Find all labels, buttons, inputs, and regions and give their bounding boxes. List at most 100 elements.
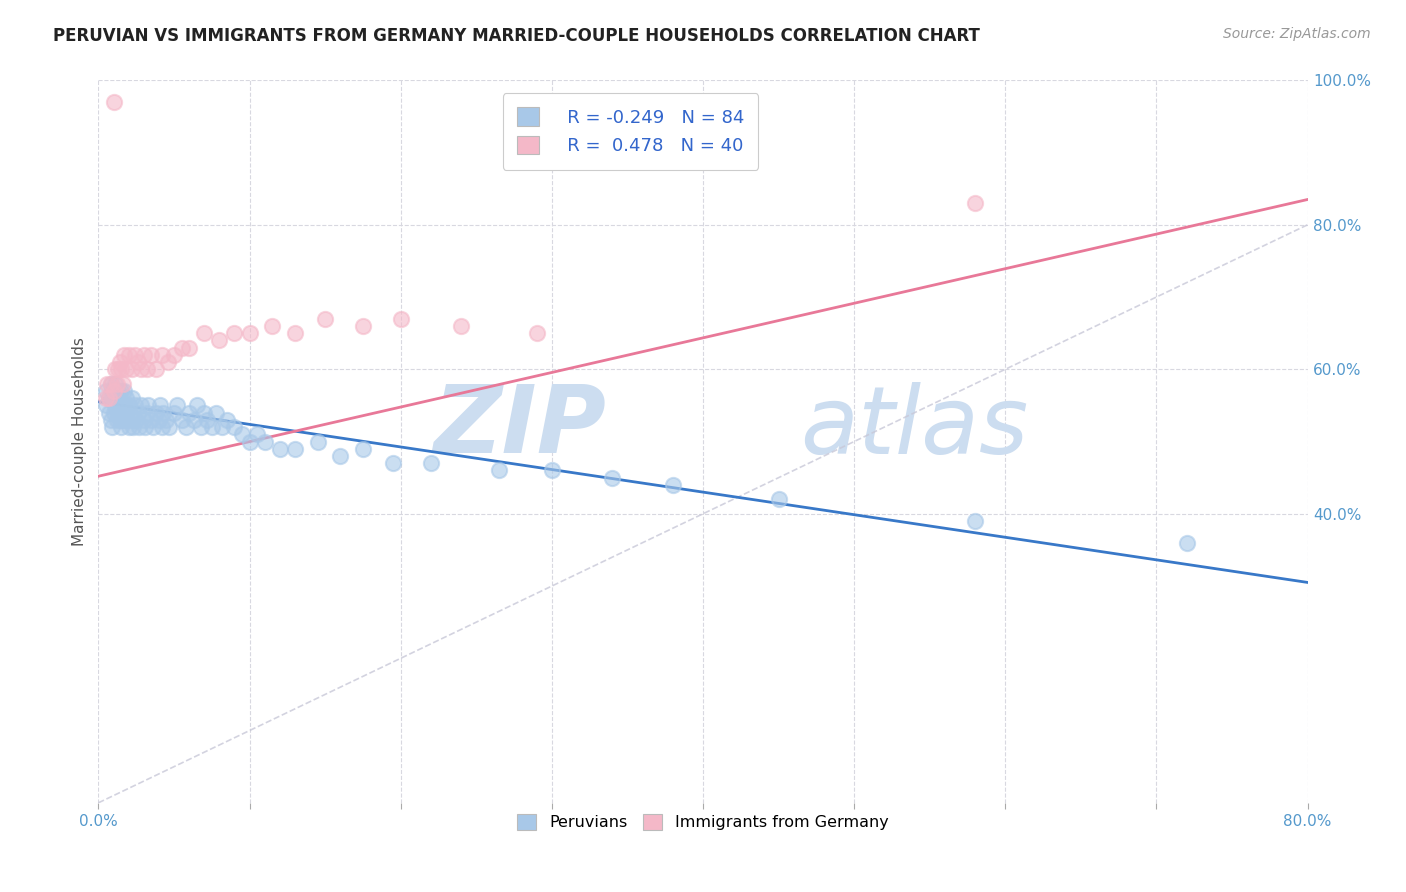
Point xyxy=(179,341,201,355)
Point xyxy=(329,449,352,463)
Point xyxy=(110,420,132,434)
Point xyxy=(389,311,412,326)
Point xyxy=(100,376,122,391)
Point xyxy=(96,376,118,391)
Point xyxy=(163,348,186,362)
Point xyxy=(965,196,987,211)
Point xyxy=(166,398,188,412)
Point xyxy=(98,391,121,405)
Point xyxy=(145,362,167,376)
Point xyxy=(284,326,307,340)
Point xyxy=(141,348,163,362)
Point xyxy=(352,442,374,456)
Point xyxy=(111,413,134,427)
Point xyxy=(382,456,405,470)
Point xyxy=(224,420,246,434)
Point xyxy=(201,420,224,434)
Point xyxy=(105,413,128,427)
Point xyxy=(108,413,131,427)
Point xyxy=(211,420,233,434)
Point xyxy=(132,413,155,427)
Point xyxy=(284,442,307,456)
Point xyxy=(174,420,197,434)
Point xyxy=(208,334,231,348)
Point xyxy=(526,326,548,340)
Point xyxy=(107,384,129,398)
Point xyxy=(193,406,215,420)
Point xyxy=(768,492,790,507)
Point xyxy=(136,398,159,412)
Point xyxy=(98,406,121,420)
Point xyxy=(190,420,212,434)
Point xyxy=(124,348,146,362)
Point xyxy=(114,406,136,420)
Point xyxy=(103,406,125,420)
Point xyxy=(94,398,117,412)
Y-axis label: Married-couple Households: Married-couple Households xyxy=(72,337,87,546)
Point xyxy=(150,348,173,362)
Point xyxy=(186,398,208,412)
Point xyxy=(105,391,128,405)
Point xyxy=(193,326,215,340)
Point xyxy=(103,95,125,109)
Point xyxy=(156,355,179,369)
Point xyxy=(155,413,177,427)
Point xyxy=(104,376,127,391)
Point xyxy=(118,420,141,434)
Point xyxy=(129,398,152,412)
Point xyxy=(205,406,228,420)
Text: atlas: atlas xyxy=(800,382,1028,473)
Point xyxy=(115,413,138,427)
Point xyxy=(540,463,562,477)
Point xyxy=(488,463,510,477)
Point xyxy=(450,318,472,333)
Point xyxy=(120,406,142,420)
Point xyxy=(135,406,157,420)
Point xyxy=(110,362,132,376)
Point xyxy=(152,406,174,420)
Point xyxy=(107,362,129,376)
Point xyxy=(269,442,291,456)
Point xyxy=(141,413,163,427)
Point xyxy=(114,391,136,405)
Point xyxy=(132,348,155,362)
Point xyxy=(103,391,125,405)
Point xyxy=(179,406,201,420)
Point xyxy=(121,391,143,405)
Point xyxy=(114,362,136,376)
Point xyxy=(103,384,125,398)
Point xyxy=(94,391,117,405)
Point xyxy=(125,413,148,427)
Point xyxy=(239,326,262,340)
Point xyxy=(98,391,121,405)
Point xyxy=(101,391,124,405)
Point xyxy=(149,398,172,412)
Point xyxy=(215,413,238,427)
Point xyxy=(122,420,145,434)
Point xyxy=(420,456,443,470)
Point xyxy=(965,514,987,528)
Legend: Peruvians, Immigrants from Germany: Peruvians, Immigrants from Germany xyxy=(509,805,897,838)
Point xyxy=(129,362,152,376)
Point xyxy=(112,398,135,412)
Point xyxy=(231,427,253,442)
Point xyxy=(142,420,165,434)
Point xyxy=(127,355,149,369)
Point xyxy=(100,413,122,427)
Point xyxy=(108,398,131,412)
Text: Source: ZipAtlas.com: Source: ZipAtlas.com xyxy=(1223,27,1371,41)
Point xyxy=(124,398,146,412)
Point xyxy=(101,384,124,398)
Point xyxy=(239,434,262,449)
Text: ZIP: ZIP xyxy=(433,381,606,473)
Point xyxy=(602,470,624,484)
Point xyxy=(108,355,131,369)
Point xyxy=(314,311,336,326)
Point xyxy=(107,406,129,420)
Point xyxy=(145,406,167,420)
Point xyxy=(112,384,135,398)
Point xyxy=(1175,535,1198,549)
Point xyxy=(262,318,284,333)
Point xyxy=(195,413,218,427)
Point xyxy=(104,362,127,376)
